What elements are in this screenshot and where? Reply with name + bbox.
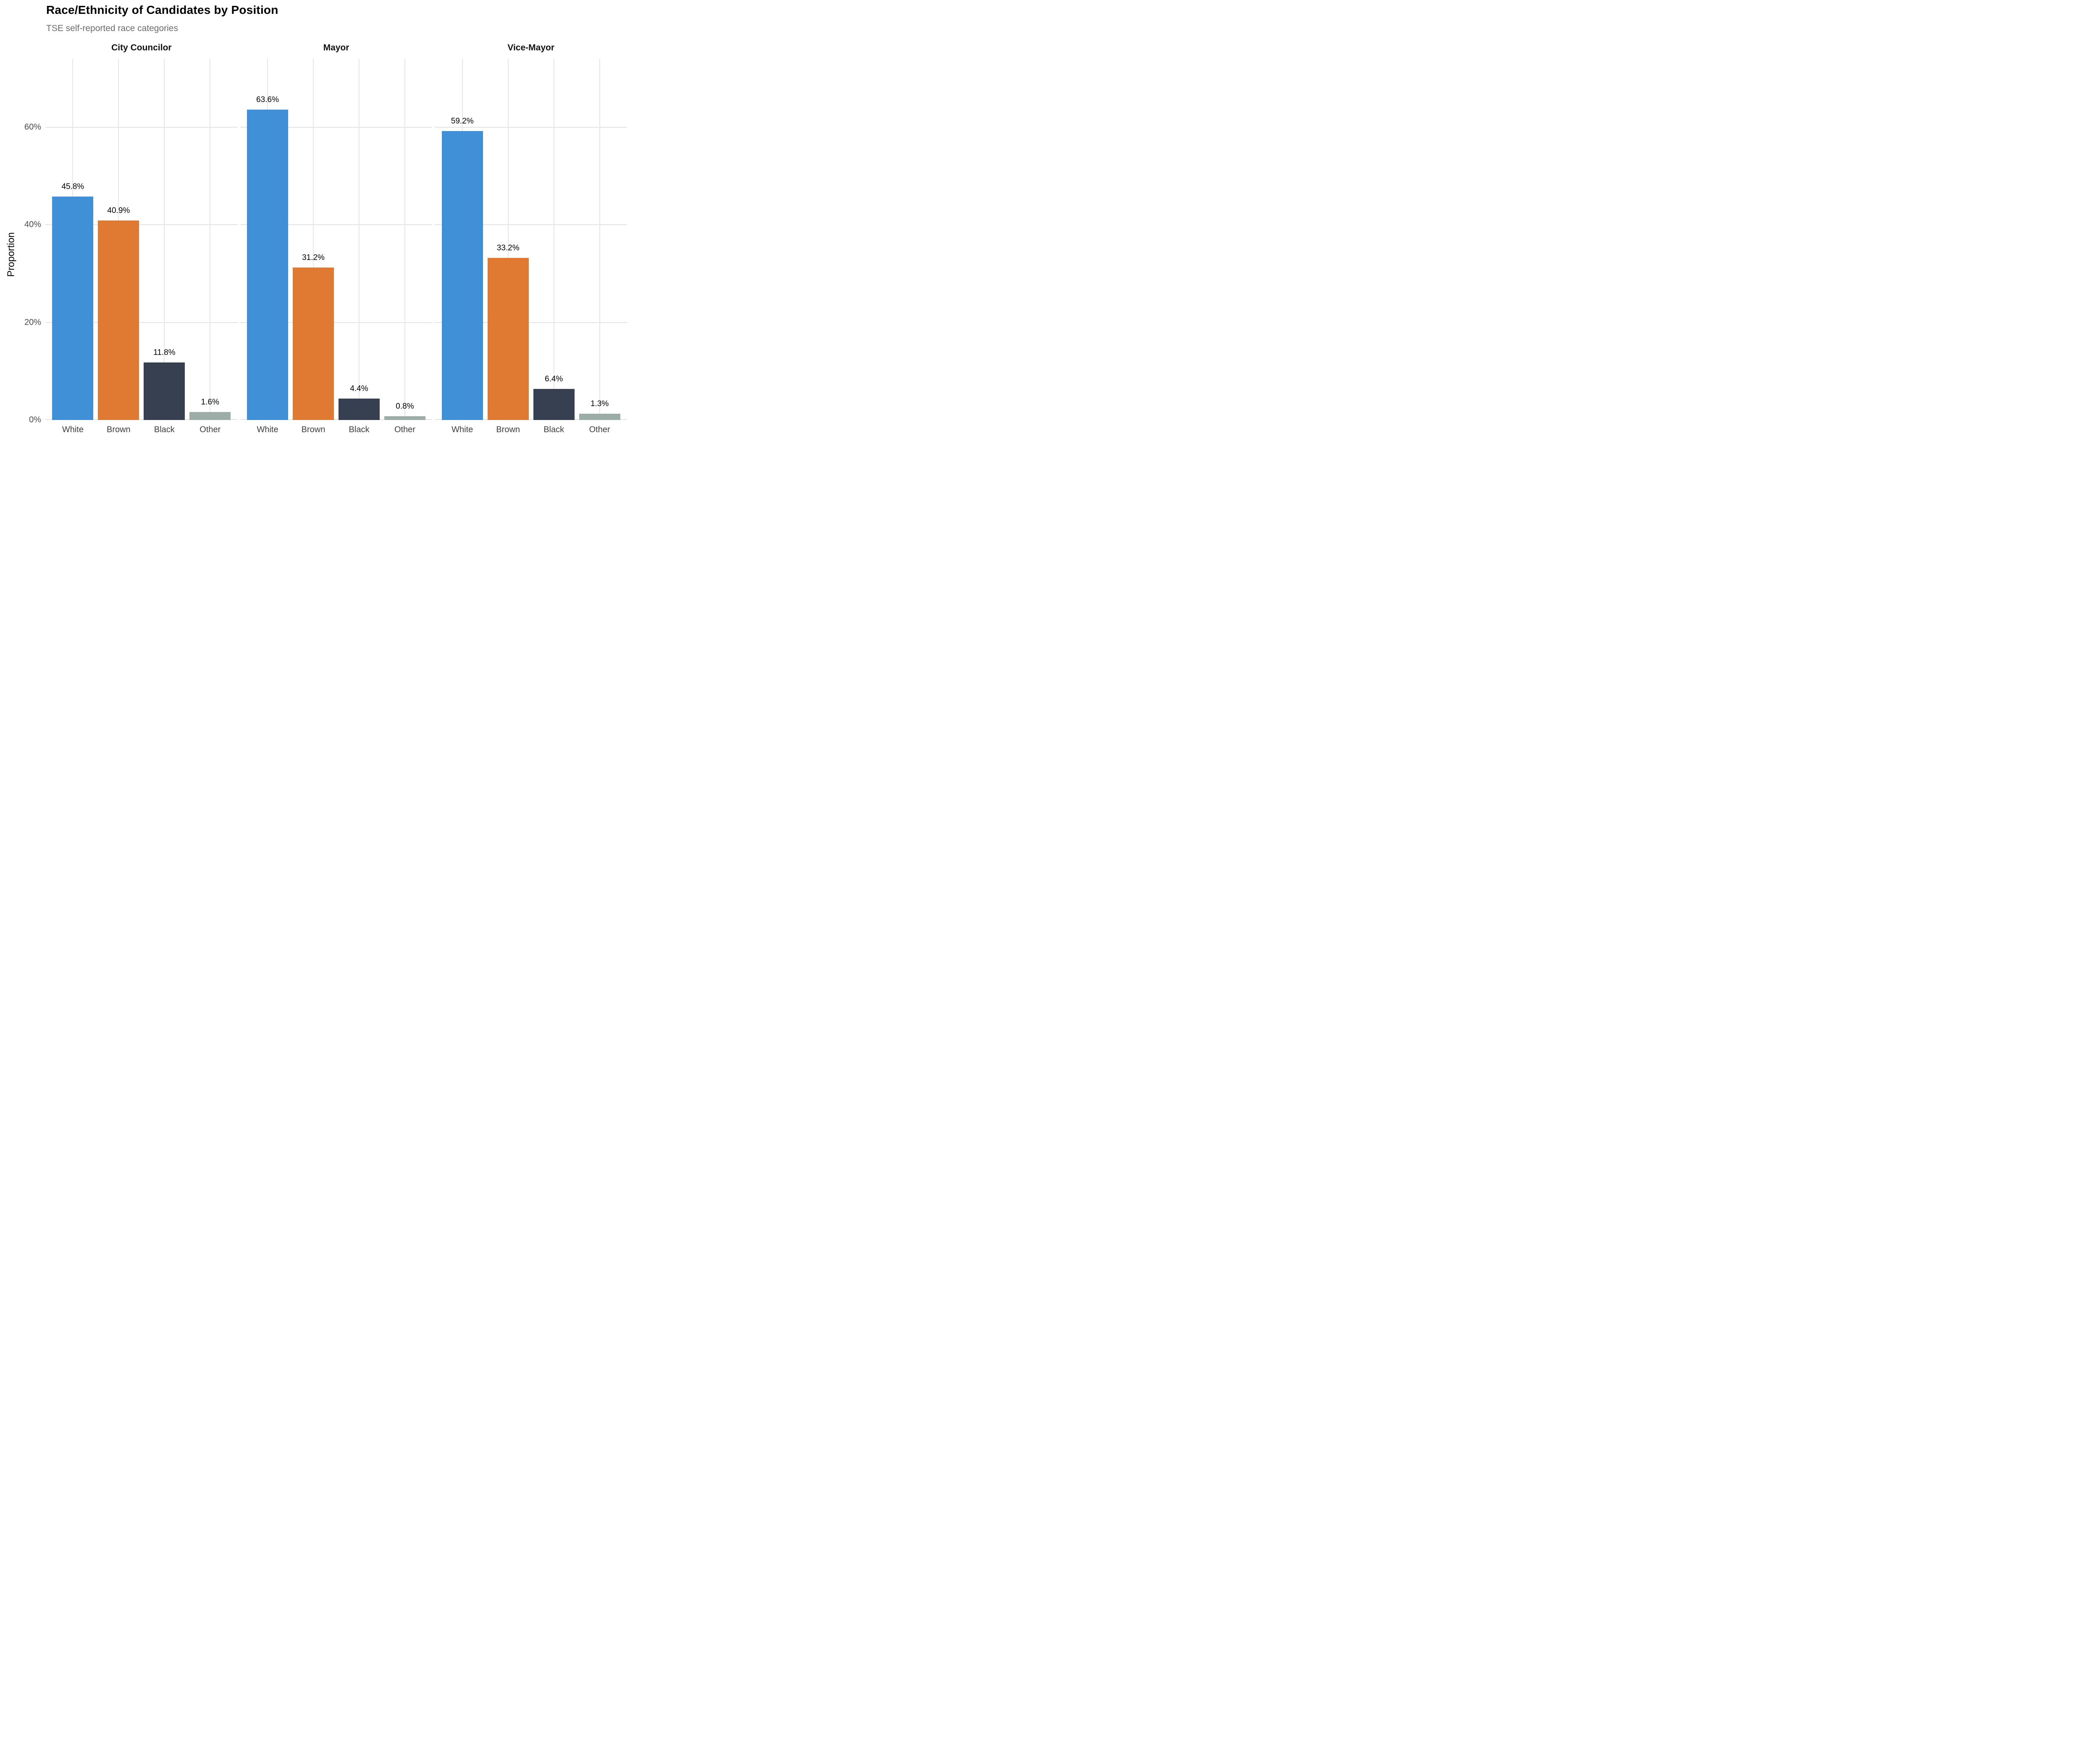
- vgridline-other: [404, 59, 405, 420]
- x-label-other: Other: [589, 425, 610, 434]
- bar-black: [144, 362, 185, 420]
- vgridline-black: [164, 59, 165, 420]
- hgridline-20: [240, 322, 433, 323]
- hgridline-20: [45, 322, 238, 323]
- hgridline-40: [45, 224, 238, 226]
- x-label-black: Black: [543, 425, 564, 434]
- x-label-brown: Brown: [301, 425, 326, 434]
- bar-other: [384, 416, 425, 420]
- bar-value-label: 45.8%: [61, 182, 84, 191]
- bar-value-label: 11.8%: [153, 348, 176, 357]
- facet-panel: 63.6% 31.2% 4.4% 0.8%: [240, 59, 433, 420]
- x-label-black: Black: [154, 425, 175, 434]
- facet-vice-mayor: Vice-Mayor 59.2% 33.2% 6.4% 1.3% White Brown Bl…: [435, 40, 627, 441]
- vgridline-other: [599, 59, 600, 420]
- x-label-other: Other: [394, 425, 415, 434]
- y-axis-title: Proportion: [5, 232, 16, 277]
- x-label-brown: Brown: [106, 425, 131, 434]
- x-label-other: Other: [200, 425, 221, 434]
- bar-brown: [98, 220, 139, 420]
- facet-panels: City Councilor 45.8% 40.9% 11.8% 1.6% White Br…: [45, 40, 630, 441]
- hgridline-20: [435, 322, 627, 323]
- bar-value-label: 1.6%: [201, 398, 219, 407]
- x-label-brown: Brown: [496, 425, 520, 434]
- chart-title: Race/Ethnicity of Candidates by Position: [46, 3, 278, 16]
- bar-value-label: 59.2%: [451, 117, 474, 126]
- bar-value-label: 0.8%: [396, 402, 414, 411]
- hgridline-60: [45, 126, 238, 128]
- bar-black: [533, 388, 575, 420]
- bar-brown: [487, 258, 529, 420]
- y-tick-label-20: 20%: [24, 318, 41, 327]
- vgridline-black: [358, 59, 360, 420]
- x-axis-labels: White Brown Black Other: [435, 420, 627, 441]
- hgridline-40: [240, 224, 433, 226]
- y-tick-label-60: 60%: [24, 122, 41, 132]
- y-tick-label-40: 40%: [24, 220, 41, 229]
- x-label-black: Black: [349, 425, 370, 434]
- x-label-white: White: [452, 425, 473, 434]
- bar-white: [247, 109, 289, 420]
- bar-other: [579, 413, 620, 420]
- x-axis-baseline: [45, 419, 238, 420]
- bar-value-label: 31.2%: [302, 253, 325, 262]
- bar-brown: [292, 268, 334, 420]
- bar-other: [189, 412, 231, 420]
- bar-black: [338, 398, 380, 420]
- bar-value-label: 1.3%: [590, 399, 609, 408]
- chart-body: Proportion 0% 20% 40% 60% City Councilor 45.…: [0, 40, 630, 441]
- y-axis: Proportion 0% 20% 40% 60%: [0, 40, 45, 441]
- x-label-white: White: [257, 425, 278, 434]
- facet-city-councilor: City Councilor 45.8% 40.9% 11.8% 1.6% White Br…: [45, 40, 238, 441]
- bar-white: [52, 196, 94, 420]
- facet-mayor: Mayor 63.6% 31.2% 4.4% 0.8% White Brown Black Ot…: [240, 40, 433, 441]
- x-axis-baseline: [240, 419, 433, 420]
- bar-white: [441, 131, 483, 420]
- facet-panel: 59.2% 33.2% 6.4% 1.3%: [435, 59, 627, 420]
- vgridline-brown: [507, 59, 509, 420]
- chart-subtitle: TSE self-reported race categories: [46, 24, 178, 33]
- facet-title: City Councilor: [111, 43, 172, 52]
- chart-page: Race/Ethnicity of Candidates by Position…: [0, 0, 630, 441]
- hgridline-40: [435, 224, 627, 226]
- hgridline-60: [240, 126, 433, 128]
- x-axis-labels: White Brown Black Other: [240, 420, 433, 441]
- facet-panel: 45.8% 40.9% 11.8% 1.6%: [45, 59, 238, 420]
- facet-title: Vice-Mayor: [507, 43, 555, 52]
- hgridline-60: [435, 126, 627, 128]
- x-axis-labels: White Brown Black Other: [45, 420, 238, 441]
- bar-value-label: 33.2%: [496, 244, 520, 253]
- bar-value-label: 6.4%: [545, 374, 563, 383]
- bar-value-label: 63.6%: [256, 95, 279, 104]
- y-tick-label-0: 0%: [29, 415, 41, 425]
- bar-value-label: 4.4%: [350, 384, 368, 393]
- facet-title: Mayor: [323, 43, 349, 52]
- x-label-white: White: [62, 425, 84, 434]
- x-axis-baseline: [435, 419, 627, 420]
- bar-value-label: 40.9%: [107, 206, 130, 215]
- vgridline-brown: [313, 59, 314, 420]
